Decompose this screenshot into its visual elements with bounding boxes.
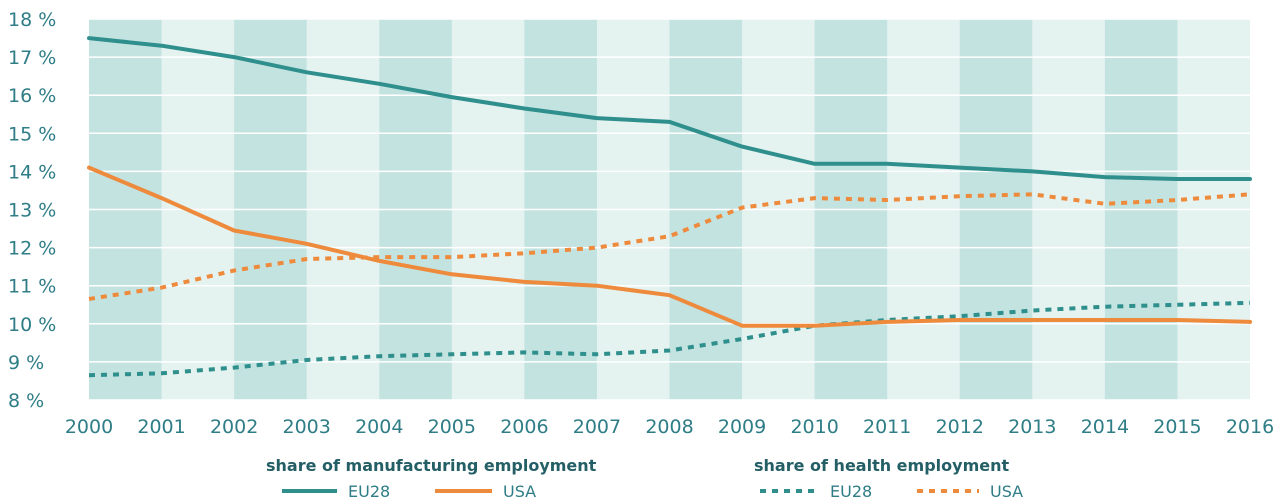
x-tick-label-2008: 2008 [645,416,693,438]
y-axis-tick-labels: 8 % 9 % 10 % 11 % 12 % 13 % 14 % 15 % 16 % 17 % 18… [8,9,56,412]
y-tick-label-8: 8 % [8,390,44,412]
y-tick-label-12: 12 % [8,238,56,260]
x-tick-label-2002: 2002 [210,416,258,438]
x-tick-label-2004: 2004 [355,416,403,438]
x-tick-label-2010: 2010 [790,416,838,438]
legend-label-health-usa: USA [990,482,1023,501]
legend-label-manufacturing-eu28: EU28 [348,482,390,501]
legend-title-health: share of health employment [754,456,1009,475]
x-tick-label-2015: 2015 [1153,416,1201,438]
x-tick-label-2000: 2000 [65,416,113,438]
legend-title-manufacturing: share of manufacturing employment [266,456,597,475]
gridlines [89,18,1250,401]
legend-label-manufacturing-usa: USA [503,482,536,501]
series-line-health-eu28 [88,300,1251,378]
y-tick-label-18: 18 % [8,9,56,31]
y-tick-label-9: 9 % [8,352,44,374]
x-tick-label-2016: 2016 [1226,416,1274,438]
x-tick-label-2014: 2014 [1081,416,1129,438]
y-tick-label-17: 17 % [8,47,56,69]
series-line-health-usa [88,192,1251,301]
legend: share of manufacturing employment EU28 U… [266,456,1023,501]
y-tick-label-13: 13 % [8,200,56,222]
x-tick-label-2003: 2003 [283,416,331,438]
series-lines [87,36,1252,378]
y-tick-label-11: 11 % [8,276,56,298]
x-tick-label-2001: 2001 [137,416,185,438]
x-axis-tick-labels: 2000 2001 2002 2003 2004 2005 2006 2007 2008 2009… [65,416,1274,438]
y-tick-label-10: 10 % [8,314,56,336]
x-tick-label-2006: 2006 [500,416,548,438]
legend-label-health-eu28: EU28 [830,482,872,501]
y-tick-label-16: 16 % [8,85,56,107]
y-tick-label-15: 15 % [8,123,56,145]
y-tick-label-14: 14 % [8,161,56,183]
x-tick-label-2005: 2005 [428,416,476,438]
legend-group-health: share of health employment EU28 USA [754,456,1023,501]
legend-group-manufacturing: share of manufacturing employment EU28 U… [266,456,597,501]
x-tick-label-2007: 2007 [573,416,621,438]
series-line-manufacturing-eu28 [87,36,1252,181]
x-tick-label-2011: 2011 [863,416,911,438]
x-tick-label-2013: 2013 [1008,416,1056,438]
x-tick-label-2012: 2012 [936,416,984,438]
series-line-manufacturing-usa [87,165,1252,328]
x-tick-label-2009: 2009 [718,416,766,438]
